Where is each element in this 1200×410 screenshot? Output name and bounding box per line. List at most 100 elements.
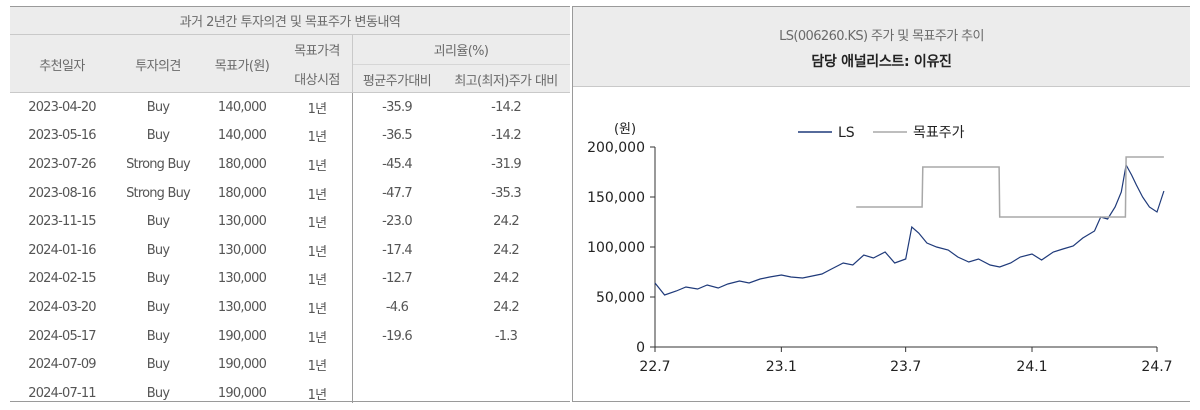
- x-tick-label: 23.1: [766, 359, 797, 375]
- price-chart-panel: LS(006260.KS) 주가 및 목표주가 추이 담당 애널리스트: 이유진…: [572, 6, 1190, 402]
- cell-date: 2023-11-15: [28, 214, 96, 230]
- cell-target: 140,000: [217, 99, 267, 115]
- cell-opinion: Buy: [146, 242, 170, 258]
- cell-avg: [352, 379, 442, 408]
- header-divergence: 괴리율(%): [433, 44, 489, 59]
- table-row: 2024-05-17 Buy 190,000 1년 -19.6 -1.3: [10, 322, 570, 351]
- table-row: 2023-08-16 Strong Buy 180,000 1년 -47.7 -…: [10, 179, 570, 208]
- cell-avg: -4.6: [385, 299, 409, 315]
- table-title: 과거 2년간 투자의견 및 목표주가 변동내역: [10, 7, 570, 35]
- cell-date: 2023-07-26: [28, 156, 96, 172]
- table-row: 2023-07-26 Strong Buy 180,000 1년 -45.4 -…: [10, 150, 570, 179]
- x-tick-label: 24.1: [1016, 359, 1047, 375]
- cell-date: 2024-01-16: [28, 242, 96, 258]
- cell-maxmin: -35.3: [491, 185, 521, 201]
- cell-maxmin: 24.2: [493, 242, 520, 258]
- y-tick-label: 50,000: [596, 290, 645, 306]
- cell-maxmin: [442, 350, 570, 379]
- cell-target: 130,000: [217, 214, 267, 230]
- cell-period: 1년: [307, 187, 327, 203]
- table-header: 추천일자 투자의견 목표가(원) 목표가격 대상시점 괴리율(%) 평균주가대비…: [10, 35, 570, 93]
- cell-target: 190,000: [217, 328, 267, 344]
- header-target-time-2: 대상시점: [294, 73, 340, 88]
- cell-maxmin: -14.2: [491, 99, 521, 115]
- cell-period: 1년: [307, 273, 327, 289]
- cell-maxmin: -14.2: [491, 128, 521, 144]
- table-row: 2024-02-15 Buy 130,000 1년 -12.7 24.2: [10, 265, 570, 294]
- cell-date: 2023-05-16: [28, 128, 96, 144]
- cell-period: 1년: [307, 130, 327, 146]
- cell-period: 1년: [307, 101, 327, 117]
- cell-target: 190,000: [217, 357, 267, 373]
- series-line-target-price: [856, 156, 1164, 218]
- cell-target: 130,000: [217, 271, 267, 287]
- header-opinion: 투자의견: [135, 58, 181, 74]
- cell-date: 2024-02-15: [28, 271, 96, 287]
- x-tick-label: 24.7: [1141, 359, 1172, 375]
- cell-opinion: Buy: [146, 99, 170, 115]
- cell-maxmin: 24.2: [493, 299, 520, 315]
- header-avg: 평균주가대비: [352, 64, 442, 93]
- table-row: 2023-04-20 Buy 140,000 1년 -35.9 -14.2: [10, 93, 570, 122]
- header-target: 목표가(원): [214, 58, 270, 74]
- cell-target: 180,000: [217, 185, 267, 201]
- opinion-history-table: 과거 2년간 투자의견 및 목표주가 변동내역 추천일자 투자의견 목표가(원)…: [10, 6, 570, 403]
- legend-label-ls: LS: [838, 125, 855, 141]
- cell-avg: -47.7: [382, 185, 412, 201]
- table-row: 2023-05-16 Buy 140,000 1년 -36.5 -14.2: [10, 122, 570, 151]
- cell-avg: -19.6: [382, 328, 412, 344]
- chart-panel-header: LS(006260.KS) 주가 및 목표주가 추이 담당 애널리스트: 이유진: [573, 7, 1190, 87]
- cell-opinion: Buy: [146, 271, 170, 287]
- cell-date: 2024-03-20: [28, 299, 96, 315]
- cell-avg: -17.4: [382, 242, 412, 258]
- series-line-ls: [654, 163, 1165, 296]
- cell-maxmin: 24.2: [493, 271, 520, 287]
- cell-period: 1년: [307, 158, 327, 174]
- cell-period: 1년: [307, 330, 327, 346]
- cell-period: 1년: [307, 301, 327, 317]
- header-date: 추천일자: [39, 58, 85, 74]
- header-divider: [352, 35, 353, 93]
- chart-ticks: 0 50,000 100,000 150,000 200,000 (원) 22.7 23.1 2…: [587, 122, 1172, 375]
- column-divider: [352, 93, 353, 403]
- cell-date: 2023-04-20: [28, 99, 96, 115]
- cell-opinion: Buy: [146, 128, 170, 144]
- cell-opinion: Strong Buy: [126, 185, 191, 201]
- table-row: 2024-01-16 Buy 130,000 1년 -17.4 24.2: [10, 236, 570, 265]
- cell-avg: -36.5: [382, 128, 412, 144]
- chart-legend: LS 목표주가: [798, 125, 965, 141]
- cell-date: 2024-07-09: [28, 357, 96, 373]
- cell-maxmin: -1.3: [494, 328, 518, 344]
- cell-period: 1년: [307, 387, 327, 403]
- x-tick-label: 23.7: [890, 359, 921, 375]
- chart-series: [654, 156, 1165, 296]
- cell-target: 190,000: [217, 385, 267, 401]
- table-row: 2024-07-09 Buy 190,000 1년: [10, 350, 570, 379]
- legend-label-target-price: 목표주가: [913, 125, 965, 141]
- cell-opinion: Strong Buy: [126, 156, 191, 172]
- y-tick-label: 0: [636, 340, 645, 356]
- table-body: 2023-04-20 Buy 140,000 1년 -35.9 -14.2 20…: [10, 93, 570, 408]
- cell-maxmin: [442, 379, 570, 408]
- y-tick-label: 150,000: [587, 190, 645, 206]
- y-axis-unit-label: (원): [614, 122, 636, 137]
- cell-target: 180,000: [217, 156, 267, 172]
- cell-period: 1년: [307, 244, 327, 260]
- cell-opinion: Buy: [146, 357, 170, 373]
- table-row: 2024-03-20 Buy 130,000 1년 -4.6 24.2: [10, 293, 570, 322]
- cell-maxmin: 24.2: [493, 214, 520, 230]
- y-tick-label: 100,000: [587, 240, 645, 256]
- cell-avg: -45.4: [382, 156, 412, 172]
- chart-axes: [654, 147, 1157, 348]
- cell-opinion: Buy: [146, 214, 170, 230]
- cell-period: 1년: [307, 216, 327, 232]
- cell-opinion: Buy: [146, 385, 170, 401]
- chart-title: LS(006260.KS) 주가 및 목표주가 추이: [779, 29, 984, 44]
- cell-avg: -12.7: [382, 271, 412, 287]
- x-tick-label: 22.7: [639, 359, 670, 375]
- cell-date: 2024-05-17: [28, 328, 96, 344]
- y-tick-label: 200,000: [587, 140, 645, 156]
- price-chart: 0 50,000 100,000 150,000 200,000 (원) 22.7 23.1 2…: [587, 122, 1172, 375]
- analyst-name: 담당 애널리스트: 이유진: [811, 54, 952, 70]
- cell-period: 1년: [307, 359, 327, 375]
